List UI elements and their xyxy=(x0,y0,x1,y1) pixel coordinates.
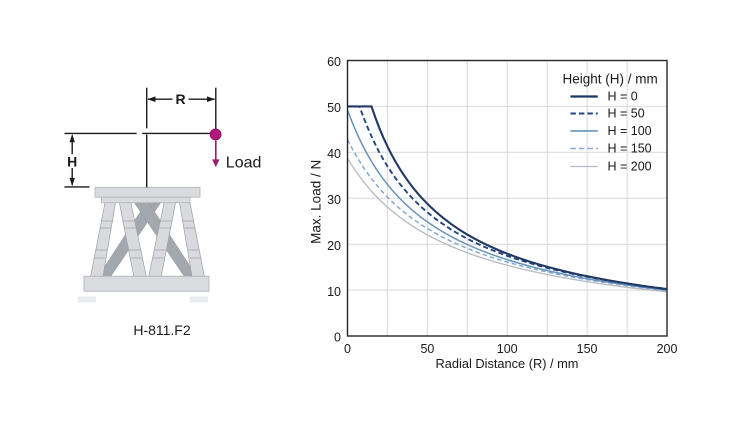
svg-text:40: 40 xyxy=(327,147,341,161)
svg-text:H: H xyxy=(67,153,77,169)
svg-text:Load: Load xyxy=(226,155,262,172)
svg-text:H = 50: H = 50 xyxy=(608,107,645,121)
svg-text:0: 0 xyxy=(334,331,341,345)
svg-text:H = 100: H = 100 xyxy=(608,124,652,138)
svg-text:100: 100 xyxy=(497,342,518,356)
svg-text:200: 200 xyxy=(657,342,678,356)
svg-text:10: 10 xyxy=(327,285,341,299)
svg-text:Radial Distance (R) / mm: Radial Distance (R) / mm xyxy=(436,356,579,371)
svg-text:50: 50 xyxy=(327,101,341,115)
svg-text:60: 60 xyxy=(327,55,341,69)
svg-text:H = 200: H = 200 xyxy=(608,160,652,174)
svg-text:20: 20 xyxy=(327,239,341,253)
svg-text:R: R xyxy=(175,91,185,107)
svg-text:50: 50 xyxy=(420,342,434,356)
svg-text:H = 150: H = 150 xyxy=(608,142,652,156)
svg-text:Max. Load / N: Max. Load / N xyxy=(309,160,324,244)
svg-text:0: 0 xyxy=(344,342,351,356)
svg-text:150: 150 xyxy=(577,342,598,356)
svg-text:30: 30 xyxy=(327,193,341,207)
svg-text:H = 0: H = 0 xyxy=(608,90,638,104)
svg-text:Height (H) / mm: Height (H) / mm xyxy=(563,72,658,87)
svg-text:H-811.F2: H-811.F2 xyxy=(133,322,191,338)
